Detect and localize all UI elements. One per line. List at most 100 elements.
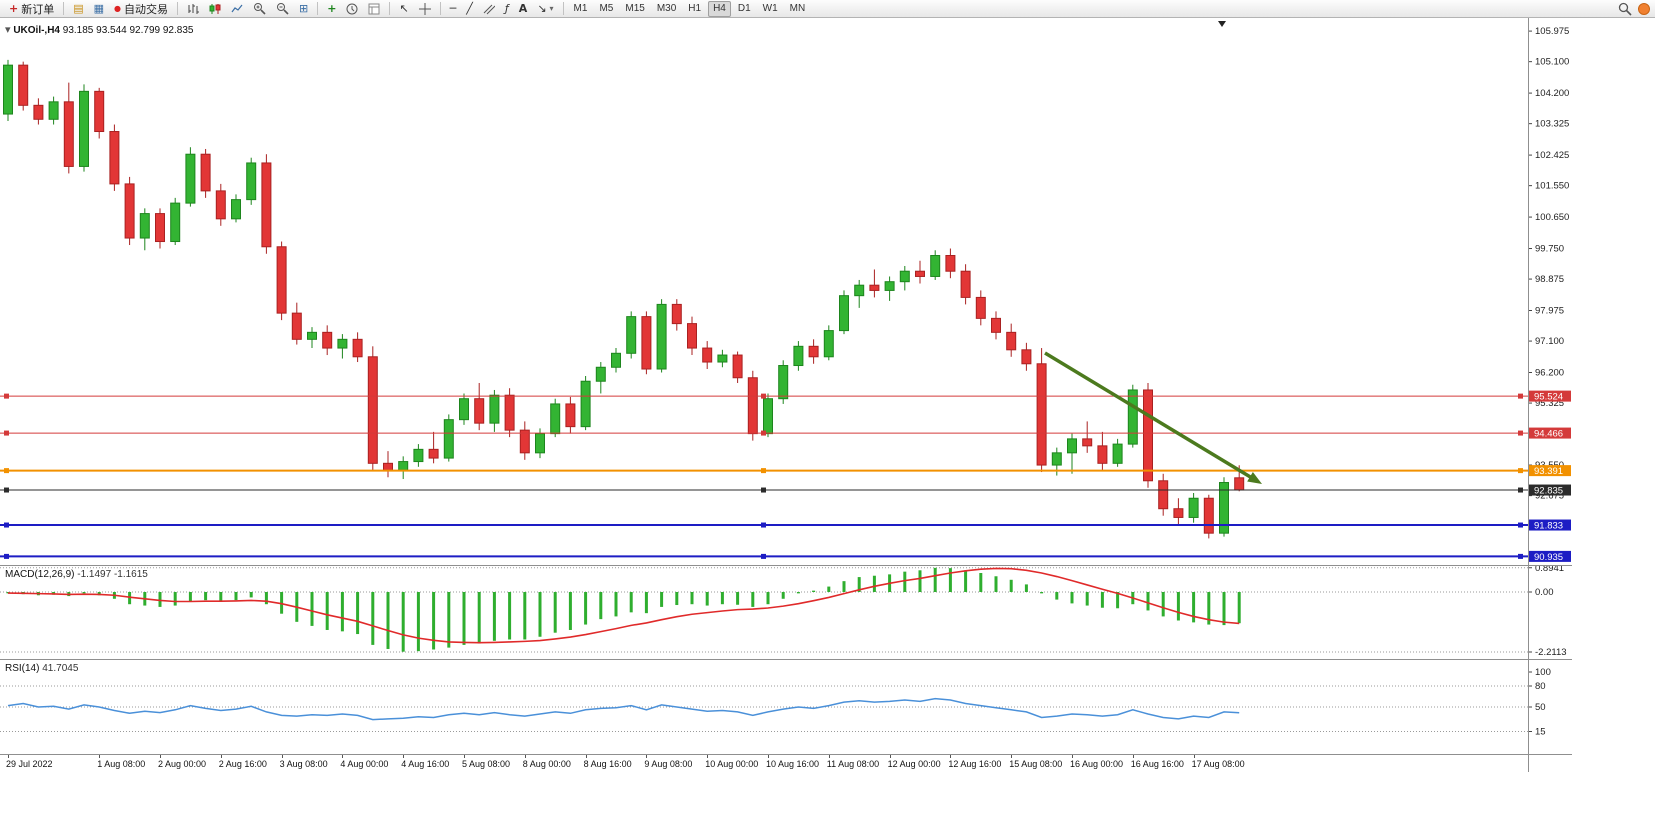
candle-body (474, 398, 485, 424)
price-line-label (1529, 427, 1571, 439)
svg-text:105.100: 105.100 (1535, 57, 1569, 68)
candle-body (717, 354, 728, 363)
chart-window[interactable]: 105.975 105.100 104.200 103.325 102.425 101.5… (0, 18, 1572, 772)
candle-body (611, 352, 621, 368)
time-label: 2 Aug 16:00 (218, 759, 267, 769)
notification-badge[interactable] (1638, 2, 1650, 15)
price-line-label (1529, 484, 1571, 496)
macd-pane[interactable]: 0.8941 0.00 -2.2113 (0, 566, 1572, 660)
time-tick (1072, 755, 1073, 758)
macd-values: -1.1497 -1.1615 (77, 569, 148, 580)
time-tick (646, 755, 648, 758)
autotrade-button[interactable]: ● 自动交易 (110, 1, 172, 17)
svg-text:104.200: 104.200 (1535, 88, 1569, 99)
price-chart-pane[interactable]: 105.975 105.100 104.200 103.325 102.425 101.5… (0, 18, 1572, 566)
candle-body (504, 394, 515, 431)
cursor-icon: ↖ (399, 1, 409, 15)
candle-body (808, 345, 819, 358)
candle-body (656, 303, 667, 370)
timeframe-w1-button[interactable]: W1 (762, 2, 778, 14)
candle-body (1234, 477, 1245, 491)
time-axis[interactable]: 29 Jul 2022 1 Aug 08:00 2 Aug 00:00 2 Aug 1… (0, 754, 1572, 772)
svg-text:95.524: 95.524 (1534, 392, 1563, 403)
candle-body (793, 345, 804, 367)
trend-arrow[interactable] (1044, 351, 1262, 484)
text-tool-icon: A (518, 1, 528, 15)
toolbar-separator (317, 2, 319, 15)
line-handle (4, 487, 9, 493)
rsi-pane[interactable]: 100 80 50 15 (0, 660, 1572, 754)
indicators-button[interactable]: + (323, 1, 340, 17)
candle-body (109, 131, 120, 185)
candle-body (823, 330, 834, 358)
trendline-icon: ╱ (466, 1, 473, 15)
channel-tool-button[interactable] (479, 1, 499, 17)
svg-text:99.750: 99.750 (1535, 244, 1564, 255)
candle-body (383, 462, 393, 471)
cursor-button[interactable]: ↖ (395, 1, 412, 17)
crosshair-button[interactable] (415, 1, 435, 17)
time-tick (220, 755, 222, 758)
timeframe-h1-button[interactable]: H1 (688, 2, 702, 14)
new-order-button[interactable]: + 新订单 (5, 1, 58, 17)
candlestick-chart-button[interactable] (205, 1, 225, 17)
search-button[interactable] (1614, 1, 1636, 17)
timeframe-m15-button[interactable]: M15 (625, 2, 645, 14)
time-label: 16 Aug 16:00 (1130, 759, 1184, 769)
time-label: 1 Aug 08:00 (97, 759, 146, 769)
time-label: 10 Aug 16:00 (766, 759, 820, 769)
horizontal-line-tool-button[interactable]: ─ (446, 1, 461, 17)
svg-text:96.200: 96.200 (1535, 368, 1564, 379)
timeframe-h4-button[interactable]: H4 (708, 0, 731, 17)
text-tool-button[interactable]: A (515, 1, 532, 17)
time-label: 4 Aug 00:00 (340, 759, 389, 769)
candle-body (185, 153, 196, 204)
charts-menu-button[interactable]: ▤ (69, 1, 87, 17)
horizontal-lines[interactable]: 95.524 94.466 93.391 92.835 91.833 90.935 (0, 390, 1571, 563)
svg-text:93.391: 93.391 (1534, 466, 1563, 477)
candle-body (899, 270, 910, 283)
periods-button[interactable] (342, 1, 362, 17)
macd-indicator-label: MACD(12,26,9) -1.1497 -1.1615 (5, 569, 148, 580)
timeframe-m1-button[interactable]: M1 (573, 2, 588, 14)
line-handle (1518, 553, 1523, 559)
timeframe-mn-button[interactable]: MN (789, 2, 806, 14)
timeframe-d1-button[interactable]: D1 (737, 2, 751, 14)
bar-chart-icon (188, 3, 200, 14)
zoom-in-button[interactable] (249, 1, 270, 17)
time-tick (1011, 755, 1013, 758)
tile-windows-button[interactable]: ⊞ (295, 1, 312, 17)
chart-ohlc-values: 93.185 93.544 92.799 92.835 (62, 25, 194, 36)
zoom-out-button[interactable] (272, 1, 293, 17)
candle-body (1067, 438, 1077, 454)
candle-body (276, 246, 287, 314)
candle-body (139, 213, 150, 239)
time-label: 4 Aug 16:00 (401, 759, 450, 769)
trendline-tool-button[interactable]: ╱ (462, 1, 477, 17)
timeframe-m5-button[interactable]: M5 (599, 2, 614, 14)
timeframe-m30-button[interactable]: M30 (656, 2, 677, 14)
rsi-indicator-label: RSI(14) 41.7045 (5, 663, 78, 674)
autotrade-label: 自动交易 (124, 3, 169, 16)
chart-title: ▾ UKOil-,H4 93.185 93.544 92.799 92.835 (5, 22, 193, 38)
line-chart-button[interactable] (227, 1, 247, 17)
candle-body (1143, 389, 1153, 482)
time-tick (464, 755, 465, 758)
templates-button[interactable] (364, 1, 384, 17)
macd-signal-line (7, 567, 1240, 644)
shapes-tool-button[interactable]: ↘ ▾ (533, 1, 557, 17)
data-window-button[interactable]: ▦ (90, 1, 108, 17)
svg-text:102.425: 102.425 (1535, 150, 1569, 161)
candle-body (231, 199, 241, 220)
price-line-label (1529, 390, 1571, 402)
svg-text:-2.2113: -2.2113 (1535, 647, 1567, 658)
svg-text:0.8941: 0.8941 (1535, 566, 1564, 574)
chevron-down-icon: ▾ (549, 3, 554, 13)
candle-body (1036, 363, 1047, 466)
svg-text:100: 100 (1535, 667, 1551, 678)
svg-text:97.975: 97.975 (1535, 306, 1564, 317)
price-line-label (1529, 550, 1571, 562)
candle-body (1051, 452, 1062, 466)
fibonacci-tool-button[interactable]: ƒ (501, 1, 513, 17)
bar-chart-button[interactable] (183, 1, 203, 17)
